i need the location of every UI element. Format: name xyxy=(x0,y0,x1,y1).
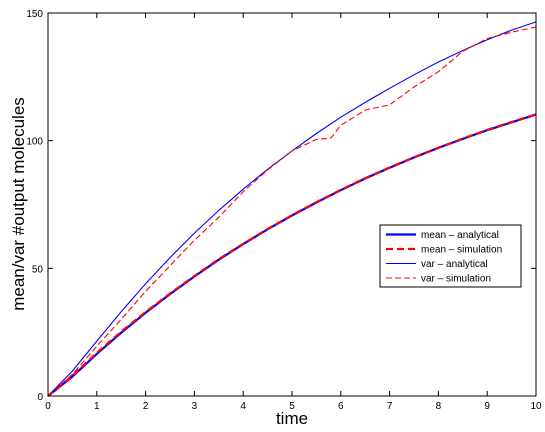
y-tick-label: 0 xyxy=(37,392,43,403)
series-layer xyxy=(47,21,537,397)
x-tick-label: 9 xyxy=(484,401,490,412)
x-tick-label: 1 xyxy=(94,401,100,412)
x-axis-label: time xyxy=(276,409,308,428)
x-tick-label: 8 xyxy=(436,401,442,412)
x-tick-label: 4 xyxy=(240,401,246,412)
legend-label: var – simulation xyxy=(421,274,491,285)
x-tick-label: 5 xyxy=(289,401,295,412)
legend: mean – analytical mean – simulation var – … xyxy=(379,224,522,288)
y-tick-label: 100 xyxy=(26,137,43,148)
x-tick-label: 7 xyxy=(387,401,393,412)
x-tick-label: 3 xyxy=(192,401,198,412)
legend-label: mean – simulation xyxy=(421,245,502,256)
x-tick-label: 2 xyxy=(143,401,149,412)
series-line xyxy=(47,113,537,397)
x-tick-label: 10 xyxy=(530,401,542,412)
y-tick-label: 50 xyxy=(32,264,44,275)
y-axis-label: mean/var #output molecules xyxy=(9,97,28,311)
legend-label: var – analytical xyxy=(421,259,488,270)
y-tick-label: 150 xyxy=(26,9,43,20)
plot-frame xyxy=(47,12,537,397)
series-line xyxy=(47,26,537,397)
x-tick-label: 0 xyxy=(45,401,51,412)
legend-label: mean – analytical xyxy=(421,230,499,241)
series-line xyxy=(47,21,537,397)
x-tick-label: 6 xyxy=(338,401,344,412)
